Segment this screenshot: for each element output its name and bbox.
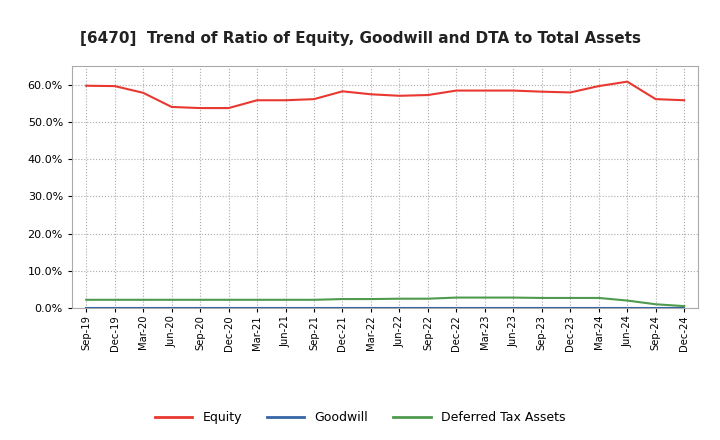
Legend: Equity, Goodwill, Deferred Tax Assets: Equity, Goodwill, Deferred Tax Assets: [150, 407, 570, 429]
Text: [6470]  Trend of Ratio of Equity, Goodwill and DTA to Total Assets: [6470] Trend of Ratio of Equity, Goodwil…: [79, 31, 641, 46]
